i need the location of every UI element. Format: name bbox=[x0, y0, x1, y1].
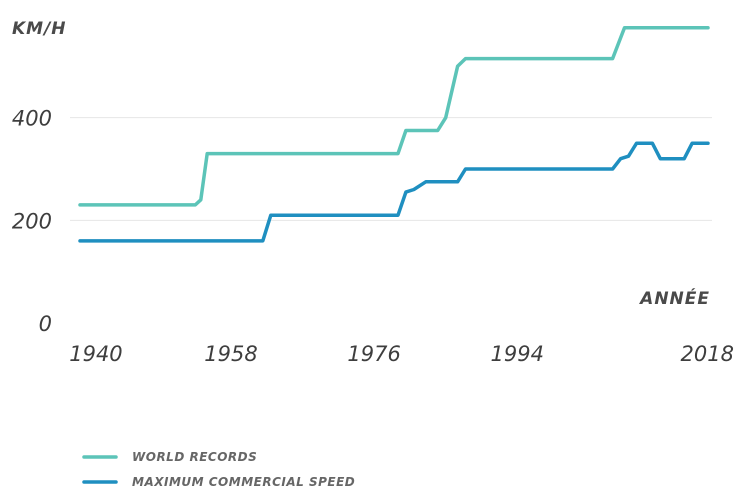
x-tick-label: 1976 bbox=[347, 342, 400, 366]
x-tick-label: 1940 bbox=[69, 342, 122, 366]
x-tick-label: 1994 bbox=[490, 342, 543, 366]
x-tick-label: 2018 bbox=[681, 342, 734, 366]
x-axis-label: ANNÉE bbox=[638, 287, 710, 309]
y-axis-ticks: 0 200 400 bbox=[12, 107, 52, 336]
x-tick-label: 1958 bbox=[204, 342, 257, 366]
legend: WORLD RECORDS MAXIMUM COMMERCIAL SPEED bbox=[82, 450, 355, 489]
series-lines bbox=[78, 26, 710, 243]
y-tick-label: 200 bbox=[12, 209, 52, 233]
y-tick-label: 0 bbox=[39, 312, 52, 336]
series-line-world-records bbox=[78, 26, 710, 207]
y-tick-label: 400 bbox=[12, 107, 52, 131]
legend-label: WORLD RECORDS bbox=[132, 450, 257, 464]
grid bbox=[70, 117, 712, 221]
y-axis-label: KM/H bbox=[12, 19, 67, 39]
x-axis-ticks: 1940 1958 1976 1994 2018 bbox=[69, 342, 734, 366]
series-line-max-commercial-speed bbox=[78, 141, 710, 243]
legend-label: MAXIMUM COMMERCIAL SPEED bbox=[132, 475, 355, 489]
